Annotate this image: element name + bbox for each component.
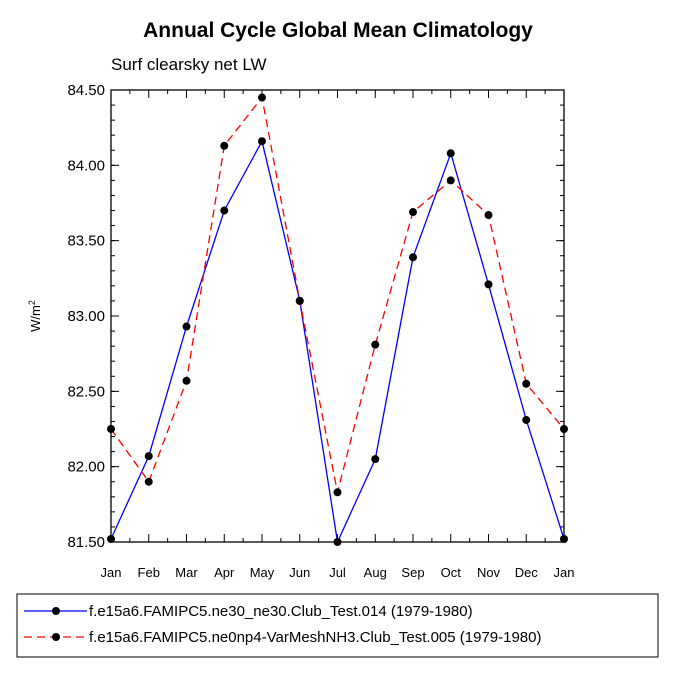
y-tick-label: 84.50 <box>67 82 105 99</box>
legend-box <box>16 593 659 658</box>
series-line-1 <box>110 139 565 545</box>
y-tick-label: 84.00 <box>67 157 105 174</box>
y-axis-label: W/m2 <box>27 300 43 332</box>
y-tick-label: 82.00 <box>67 459 105 476</box>
series-2-point <box>409 208 417 217</box>
series-2-point <box>333 488 342 497</box>
series-2-point <box>182 376 191 385</box>
series-2-point <box>484 211 493 220</box>
series-1-point <box>220 206 229 215</box>
chart-title: Annual Cycle Global Mean Climatology <box>143 19 533 42</box>
x-tick-label: Nov <box>477 565 501 580</box>
x-tick-label: Sep <box>401 565 424 580</box>
x-tick-label: Jan <box>554 565 575 580</box>
series-2-point <box>258 93 266 102</box>
x-tick-label: Jun <box>289 565 310 580</box>
x-tick-label: Aug <box>364 565 387 580</box>
series-layer <box>107 93 568 546</box>
x-tick-label: Apr <box>214 565 235 580</box>
y-tick-label: 83.50 <box>67 233 105 250</box>
series-2-point <box>295 296 304 305</box>
series-line-2 <box>110 95 565 493</box>
series-1-point <box>144 452 153 461</box>
series-1-point <box>522 415 531 424</box>
series-2-point <box>446 176 455 185</box>
legend-marker-1 <box>52 607 60 615</box>
y-axis-label-unit: W/m <box>28 305 43 332</box>
series-2-point <box>371 340 380 349</box>
y-tick-label: 82.50 <box>67 383 105 400</box>
series-1-point <box>484 280 493 289</box>
y-tick-label: 81.50 <box>67 534 105 551</box>
x-tick-label: May <box>250 565 275 580</box>
legend: f.e15a6.FAMIPC5.ne30_ne30.Club_Test.014 … <box>16 593 659 658</box>
series-1-point <box>182 322 191 331</box>
legend-entries: f.e15a6.FAMIPC5.ne30_ne30.Club_Test.014 … <box>24 603 541 646</box>
x-tick-label: Feb <box>138 565 160 580</box>
legend-marker-2 <box>52 633 60 641</box>
series-1-point <box>371 455 380 464</box>
x-tick-label: Mar <box>175 565 198 580</box>
tick-marks <box>110 89 565 543</box>
series-1-point <box>258 137 266 146</box>
y-axis-label-sup: 2 <box>27 300 37 305</box>
legend-label-1: f.e15a6.FAMIPC5.ne30_ne30.Club_Test.014 … <box>89 603 473 620</box>
plot-frame <box>110 89 565 543</box>
chart-subtitle: Surf clearsky net LW <box>111 55 267 74</box>
x-tick-label: Jan <box>101 565 122 580</box>
series-1-point <box>446 149 455 158</box>
x-tick-label: Dec <box>515 565 539 580</box>
x-tick-labels: Jan Feb Mar Apr May Jun Jul Aug Sep Oct Nov Dec Jan <box>101 565 575 580</box>
legend-label-2: f.e15a6.FAMIPC5.ne0np4-VarMeshNH3.Club_T… <box>89 629 541 646</box>
y-tick-label: 83.00 <box>67 308 105 325</box>
series-2-point <box>144 477 153 486</box>
y-tick-labels: 81.50 82.00 82.50 83.00 83.50 84.00 84.50 <box>67 82 105 551</box>
series-1-point <box>409 253 417 262</box>
series-2-point <box>522 379 531 388</box>
x-tick-label: Oct <box>441 565 462 580</box>
x-tick-label: Jul <box>329 565 346 580</box>
series-2-point <box>220 141 229 150</box>
